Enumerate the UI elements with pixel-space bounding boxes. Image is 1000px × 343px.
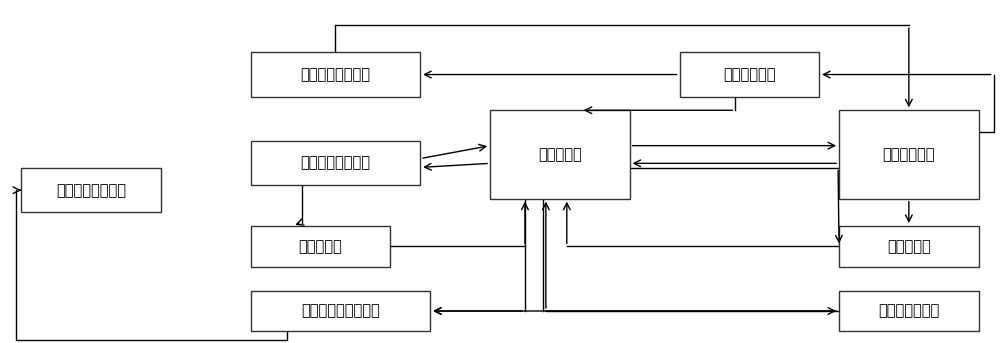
Text: 光纤振动监测模块: 光纤振动监测模块 [300, 67, 370, 82]
Bar [21, 168, 161, 212]
Text: 光功率监测模块: 光功率监测模块 [878, 304, 939, 319]
Bar [251, 52, 420, 97]
Bar [251, 226, 390, 267]
Text: 发端光路切换模块: 发端光路切换模块 [56, 183, 126, 198]
Text: 非工作纤芯监测模块: 非工作纤芯监测模块 [301, 304, 380, 319]
Text: 振动告警模块: 振动告警模块 [723, 67, 776, 82]
Text: 数据采集模块: 数据采集模块 [883, 147, 935, 162]
Text: 光告警模块: 光告警模块 [887, 239, 931, 254]
Bar [839, 291, 979, 331]
Bar [251, 141, 420, 185]
Bar [490, 110, 630, 199]
Bar [680, 52, 819, 97]
Text: 控制处理器: 控制处理器 [538, 147, 582, 162]
Bar [251, 291, 430, 331]
Text: 收端光路切换模块: 收端光路切换模块 [300, 155, 370, 170]
Bar [839, 110, 979, 199]
Text: 光检测模块: 光检测模块 [299, 239, 342, 254]
Bar [839, 226, 979, 267]
